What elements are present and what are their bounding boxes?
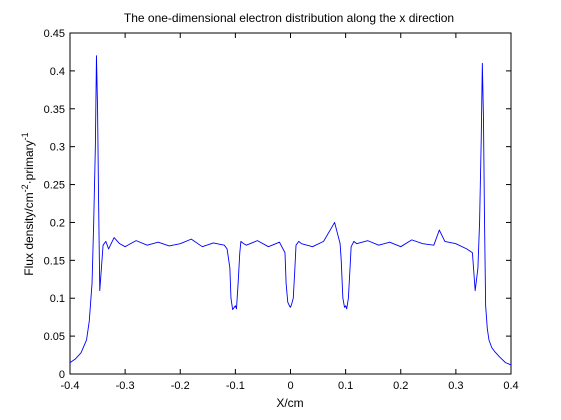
plot-area-frame (69, 32, 512, 375)
y-tick-label: 0.35 (44, 104, 65, 116)
x-tick-label: -0.4 (61, 380, 80, 392)
y-axis-label-base: Flux density/cm (22, 192, 36, 275)
y-tick-label: 0.2 (50, 217, 65, 229)
x-tick-label: 0.4 (503, 380, 518, 392)
y-axis-label: Flux density/cm-2·primary-1 (20, 132, 36, 275)
y-axis-label-sup1: -2 (20, 184, 30, 192)
x-tick-label: -0.3 (116, 380, 135, 392)
y-axis-label-mid: ·primary (22, 140, 36, 184)
x-tick-label: 0.2 (393, 380, 408, 392)
y-tick-label: 0.3 (50, 142, 65, 154)
y-tick-label: 0.15 (44, 255, 65, 267)
x-tick-label: 0 (287, 380, 293, 392)
x-tick-label: 0.3 (448, 380, 463, 392)
y-axis-ticks: 0 0.05 0.1 0.15 0.2 0.25 0.3 0.35 0.4 0.45 (44, 28, 511, 381)
x-tick-label: 0.1 (338, 380, 353, 392)
y-axis-label-sup2: -1 (20, 132, 30, 140)
y-tick-label: 0.1 (50, 293, 65, 305)
y-tick-label: 0.45 (44, 28, 65, 40)
y-tick-label: 0.05 (44, 331, 65, 343)
x-tick-label: -0.1 (226, 380, 245, 392)
y-tick-label: 0 (59, 369, 65, 381)
series-line (69, 55, 512, 366)
x-tick-label: -0.2 (171, 380, 190, 392)
y-tick-label: 0.4 (50, 66, 65, 78)
y-tick-label: 0.25 (44, 180, 65, 192)
x-axis-ticks: -0.4 -0.3 -0.2 -0.1 0 0.1 0.2 0.3 0.4 (61, 33, 519, 392)
x-axis-label: X/cm (276, 396, 303, 410)
chart-title: The one-dimensional electron distributio… (124, 11, 454, 25)
